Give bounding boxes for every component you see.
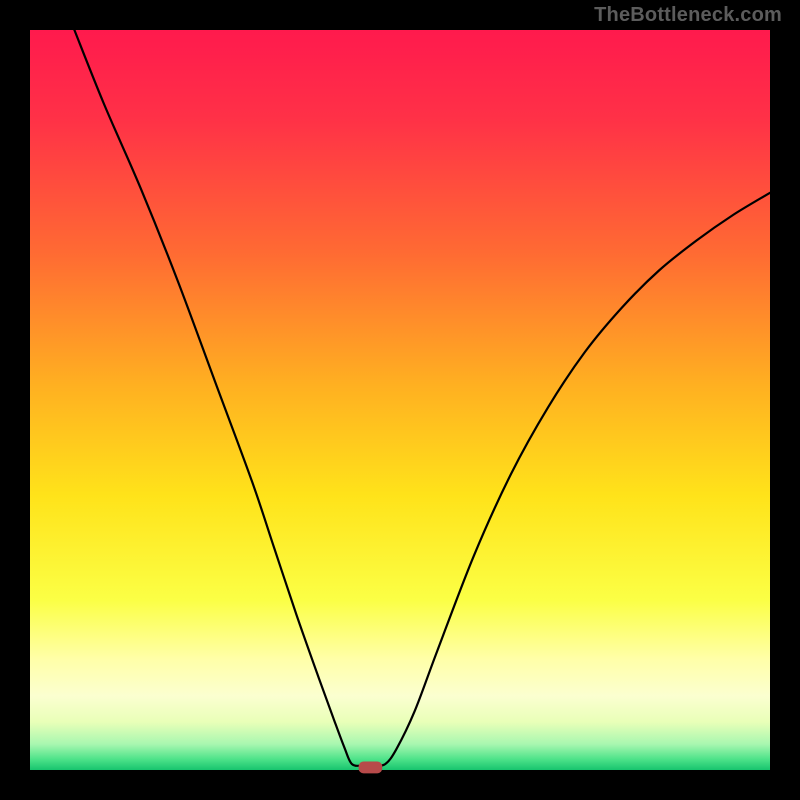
chart-root: TheBottleneck.com <box>0 0 800 800</box>
minimum-marker <box>359 761 383 773</box>
bottleneck-chart <box>0 0 800 800</box>
plot-background <box>30 30 770 770</box>
watermark-label: TheBottleneck.com <box>594 4 782 27</box>
